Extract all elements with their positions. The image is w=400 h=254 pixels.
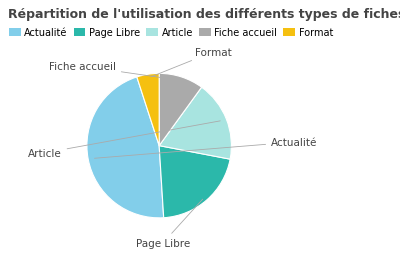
- Text: Article: Article: [28, 121, 220, 158]
- Text: Répartition de l'utilisation des différents types de fiches: Répartition de l'utilisation des différe…: [8, 8, 400, 21]
- Wedge shape: [159, 146, 230, 218]
- Text: Format: Format: [151, 47, 232, 77]
- Text: Fiche accueil: Fiche accueil: [49, 62, 178, 81]
- Text: Page Libre: Page Libre: [136, 199, 203, 248]
- Wedge shape: [159, 88, 232, 160]
- Legend: Actualité, Page Libre, Article, Fiche accueil, Format: Actualité, Page Libre, Article, Fiche ac…: [9, 28, 333, 38]
- Text: Actualité: Actualité: [94, 137, 318, 159]
- Wedge shape: [159, 74, 202, 146]
- Wedge shape: [137, 74, 159, 146]
- Wedge shape: [87, 78, 164, 218]
